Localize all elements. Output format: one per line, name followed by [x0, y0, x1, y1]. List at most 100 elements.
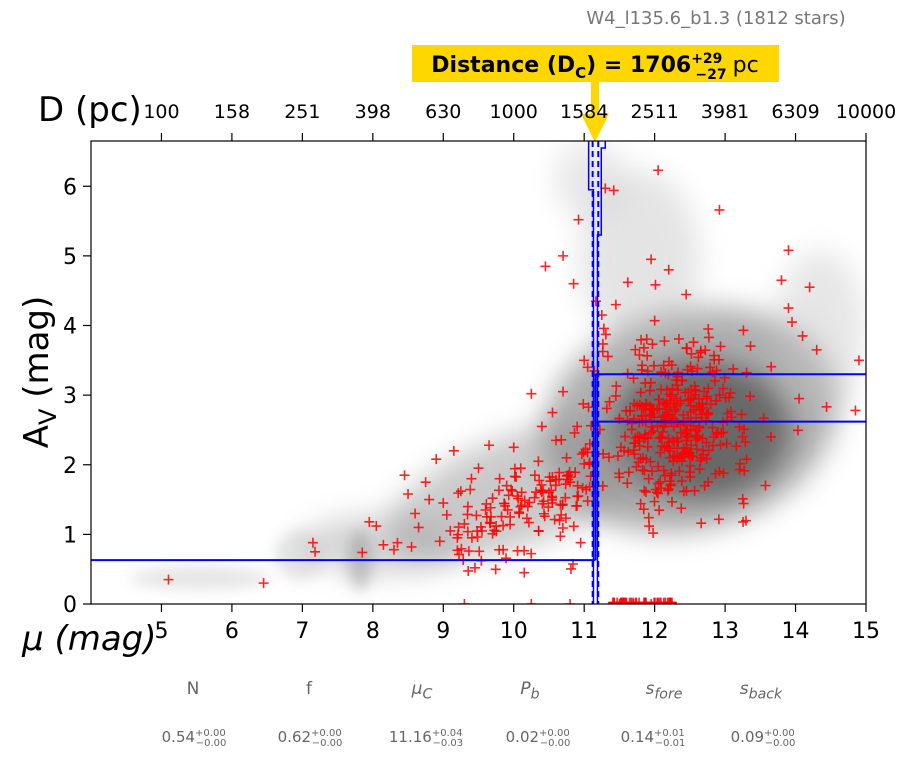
star-marker: [578, 398, 589, 409]
star-marker: [666, 496, 677, 507]
star-marker: [650, 279, 661, 290]
star-marker: [538, 485, 549, 496]
x-tick-label: 15: [852, 619, 880, 644]
stat-value-p-b: 0.02+0.00−0.00: [478, 728, 598, 749]
star-marker: [473, 463, 484, 474]
star-marker: [642, 441, 653, 452]
star-marker: [683, 386, 694, 397]
star-marker: [625, 406, 636, 417]
stat-value-n: 0.54+0.00−0.00: [134, 728, 254, 749]
star-marker: [630, 344, 641, 355]
star-marker: [653, 165, 664, 176]
stat-value-s-fore-plus: +0.01: [654, 728, 685, 739]
distance-minus-error: −27: [695, 67, 726, 83]
star-marker: [635, 498, 646, 509]
star-marker: [454, 549, 465, 560]
star-marker: [612, 451, 623, 462]
density-background: [130, 141, 865, 590]
star-marker: [519, 567, 530, 578]
star-marker: [602, 351, 613, 362]
star-marker: [850, 405, 861, 416]
star-marker: [556, 434, 567, 445]
stat-label-f: f: [249, 679, 369, 699]
star-marker: [669, 451, 680, 462]
star-marker: [676, 456, 687, 467]
star-marker: [357, 547, 368, 558]
star-marker: [689, 485, 700, 496]
star-marker: [669, 406, 680, 417]
star-marker: [626, 424, 637, 435]
star-marker: [671, 393, 682, 404]
star-marker: [388, 544, 399, 555]
top-tick-label: 1584: [560, 101, 608, 123]
y-tick-label: 0: [63, 593, 77, 618]
star-marker: [787, 317, 798, 328]
top-tick-label: 251: [284, 101, 320, 123]
star-marker: [648, 360, 659, 371]
star-marker: [526, 388, 537, 399]
star-marker: [652, 597, 663, 604]
star-marker: [693, 352, 704, 363]
star-marker: [556, 509, 567, 520]
star-marker: [718, 427, 729, 438]
y-tick-label: 5: [63, 245, 77, 270]
star-marker: [537, 498, 548, 509]
star-marker: [571, 500, 582, 511]
star-marker: [521, 513, 532, 524]
star-marker: [709, 375, 720, 386]
star-marker: [529, 470, 540, 481]
star-marker: [565, 563, 576, 574]
stat-value-mu-c: 11.16+0.04−0.03: [366, 728, 486, 749]
star-marker: [700, 345, 711, 356]
star-marker: [509, 463, 520, 474]
distance-label-text: Distance (D: [431, 53, 575, 78]
stat-value-n-plus: +0.00: [195, 728, 226, 739]
star-marker: [646, 599, 657, 604]
star-marker: [616, 597, 627, 604]
stat-label-s-back-sub: back: [748, 686, 783, 703]
star-marker: [573, 214, 584, 225]
star-marker: [637, 360, 648, 371]
distance-plus-error: +29: [691, 51, 722, 67]
star-marker: [582, 362, 593, 373]
star-marker: [714, 389, 725, 400]
star-marker: [657, 411, 668, 422]
top-tick-label: 100: [143, 101, 179, 123]
star-marker: [681, 289, 692, 300]
y-tick-label: 3: [63, 384, 77, 409]
star-marker: [526, 599, 537, 604]
star-marker: [258, 578, 269, 589]
star-marker: [741, 454, 752, 465]
star-marker: [668, 421, 679, 432]
star-marker: [431, 454, 442, 465]
star-markers: [163, 165, 864, 604]
star-marker: [678, 417, 689, 428]
star-marker: [715, 440, 726, 451]
star-marker: [554, 515, 565, 526]
x-tick-label: 10: [500, 619, 528, 644]
star-marker: [664, 356, 675, 367]
star-marker: [554, 467, 565, 478]
x-tick-label: 5: [154, 619, 168, 644]
star-marker: [662, 404, 673, 415]
star-marker: [669, 437, 680, 447]
star-marker: [579, 458, 590, 469]
star-marker: [678, 450, 689, 461]
star-marker: [740, 515, 751, 526]
star-marker: [620, 431, 631, 442]
stat-value-s-back-minus: −0.00: [764, 738, 796, 749]
star-marker: [459, 518, 470, 529]
star-marker: [668, 456, 679, 467]
star-marker: [507, 485, 518, 496]
star-marker: [485, 511, 496, 522]
star-marker: [655, 447, 666, 458]
star-marker: [560, 492, 571, 503]
star-marker: [703, 476, 714, 487]
star-marker: [702, 407, 713, 418]
star-marker: [493, 485, 504, 496]
star-marker: [434, 536, 445, 547]
star-marker: [701, 409, 712, 420]
star-marker: [540, 261, 551, 272]
star-marker: [614, 468, 625, 479]
